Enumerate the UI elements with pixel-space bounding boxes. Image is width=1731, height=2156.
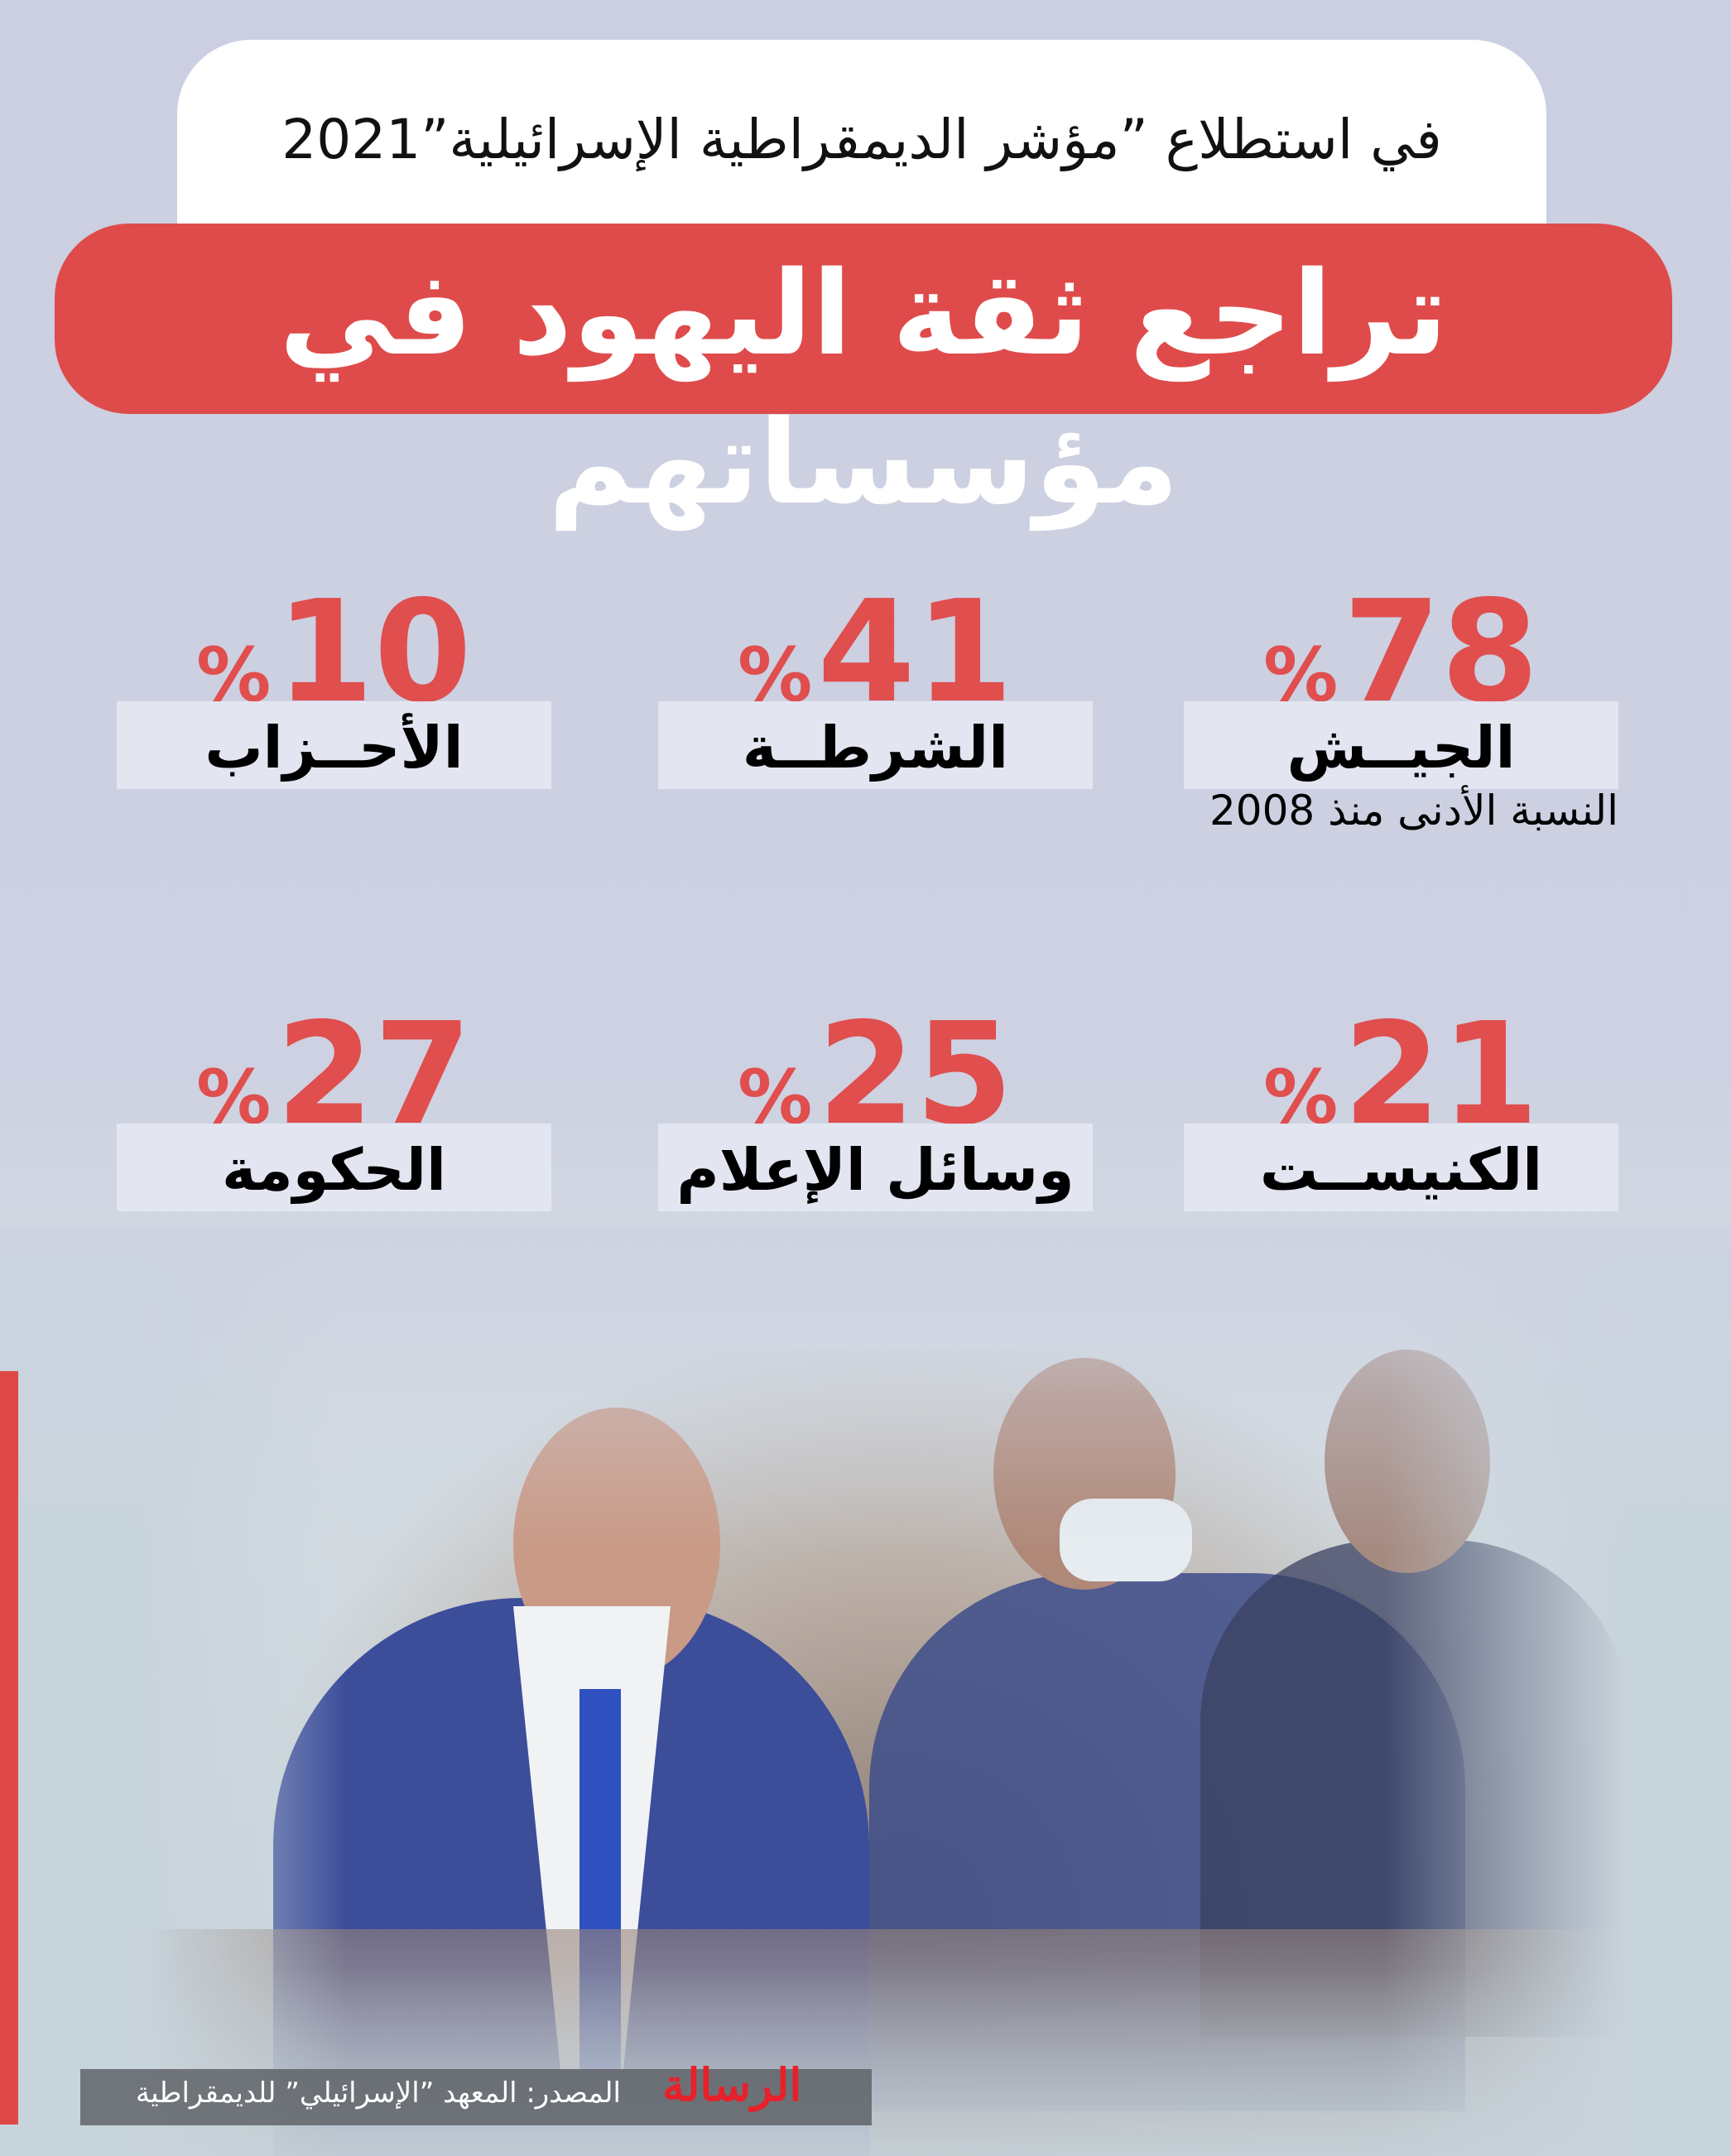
stat-label: الجيــش <box>1286 714 1516 782</box>
stat-value: %27 <box>196 993 472 1157</box>
stat-value: %25 <box>738 993 1013 1157</box>
accent-bar <box>0 1371 18 2125</box>
label-box <box>1184 701 1618 789</box>
stat-value: %21 <box>1263 993 1539 1157</box>
subtitle: في استطلاع ”مؤشر الديمقراطية الإسرائيلية… <box>281 108 1442 171</box>
stat-note: النسبة الأدنى منذ 2008 <box>1209 787 1618 835</box>
stat-label: الأحــزاب <box>204 714 464 782</box>
brand-logo: الرسالة <box>662 2058 802 2111</box>
label-box <box>658 1124 1093 1211</box>
footer-bar <box>80 2069 872 2125</box>
stat-value: %41 <box>738 570 1013 734</box>
label-box <box>117 701 551 789</box>
stat-label: الشرطــة <box>742 714 1009 782</box>
stat-label: الحكومة <box>221 1136 447 1204</box>
label-box <box>658 701 1093 789</box>
subtitle-card <box>177 40 1546 238</box>
stat-label: وسائل الإعلام <box>676 1136 1075 1204</box>
stat-value: %78 <box>1263 570 1539 734</box>
label-box <box>117 1124 551 1211</box>
title-banner <box>55 224 1672 414</box>
label-box <box>1184 1124 1618 1211</box>
stat-label: الكنيســت <box>1259 1136 1543 1204</box>
background-photo <box>0 1225 1731 2156</box>
page-title: تراجع ثقة اليهود في مؤسساتهم <box>279 247 1448 531</box>
stat-value: %10 <box>196 570 472 734</box>
source-text: المصدر: المعهد ”الإسرائيلي” للديمقراطية <box>135 2077 621 2110</box>
